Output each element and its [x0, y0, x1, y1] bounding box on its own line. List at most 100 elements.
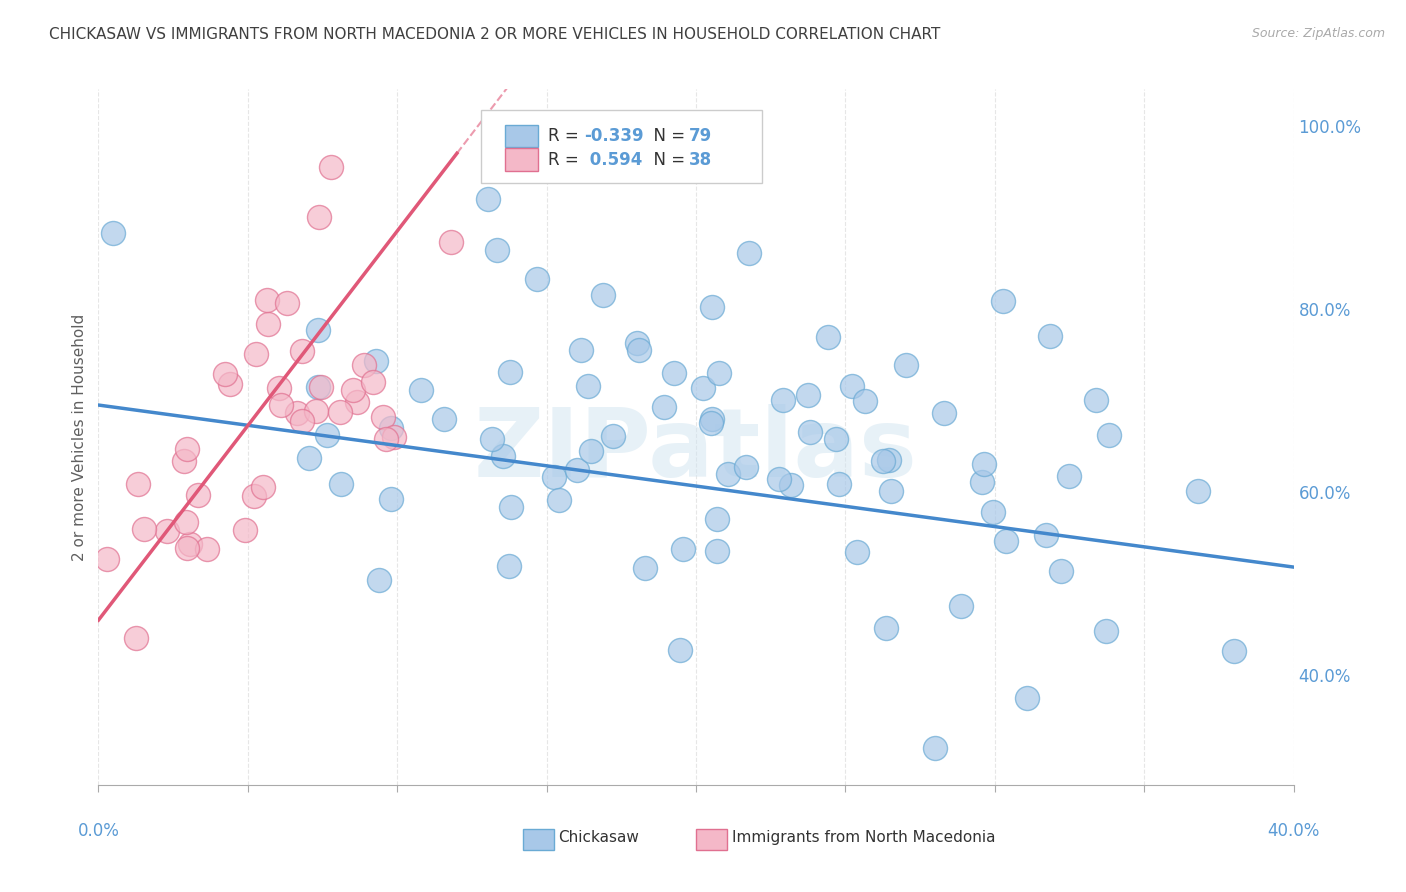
Point	[361, 376, 384, 390]
Point	[179, 537, 201, 551]
Point	[706, 512, 728, 526]
Point	[950, 599, 973, 613]
Point	[1057, 469, 1080, 483]
Point	[700, 416, 723, 430]
Point	[634, 561, 657, 575]
Point	[700, 300, 723, 314]
Point	[841, 378, 863, 392]
Point	[498, 559, 520, 574]
Point	[307, 323, 329, 337]
Point	[780, 478, 803, 492]
Point	[768, 472, 790, 486]
Point	[342, 383, 364, 397]
Point	[173, 453, 195, 467]
Point	[298, 450, 321, 465]
Point	[1098, 427, 1121, 442]
Point	[132, 522, 155, 536]
Point	[285, 406, 308, 420]
Point	[543, 470, 565, 484]
Point	[257, 318, 280, 332]
Point	[176, 442, 198, 456]
Point	[309, 380, 332, 394]
Point	[256, 293, 278, 308]
FancyBboxPatch shape	[481, 110, 762, 183]
Point	[433, 412, 456, 426]
Point	[1049, 564, 1071, 578]
Point	[706, 544, 728, 558]
Point	[877, 453, 900, 467]
Point	[626, 336, 648, 351]
Point	[270, 398, 292, 412]
Point	[174, 515, 197, 529]
Point	[156, 524, 179, 538]
FancyBboxPatch shape	[696, 829, 727, 850]
Point	[321, 160, 343, 174]
Point	[579, 443, 602, 458]
Point	[825, 432, 848, 446]
Point	[548, 493, 571, 508]
Point	[995, 534, 1018, 549]
Point	[565, 463, 588, 477]
Text: 40.0%: 40.0%	[1267, 822, 1320, 839]
FancyBboxPatch shape	[523, 829, 554, 850]
Point	[485, 243, 508, 257]
Point	[526, 272, 548, 286]
Point	[799, 425, 821, 440]
Point	[716, 467, 738, 482]
Y-axis label: 2 or more Vehicles in Household: 2 or more Vehicles in Household	[72, 313, 87, 561]
Point	[481, 432, 503, 446]
Point	[875, 621, 897, 635]
Point	[373, 409, 395, 424]
Point	[218, 376, 240, 391]
Point	[662, 366, 685, 380]
Text: N =: N =	[644, 127, 690, 145]
Point	[1187, 484, 1209, 499]
Point	[924, 741, 946, 756]
Point	[96, 552, 118, 566]
Point	[569, 343, 592, 358]
Point	[267, 381, 290, 395]
Point	[894, 358, 917, 372]
Point	[1223, 643, 1246, 657]
Text: ZIPatlas: ZIPatlas	[474, 404, 918, 498]
Point	[934, 406, 956, 420]
Point	[440, 235, 463, 250]
Point	[668, 642, 690, 657]
Point	[1039, 329, 1062, 343]
Point	[602, 429, 624, 443]
Point	[872, 453, 894, 467]
Text: -0.339: -0.339	[583, 127, 644, 145]
Point	[245, 347, 267, 361]
Point	[981, 505, 1004, 519]
Point	[329, 405, 352, 419]
Text: CHICKASAW VS IMMIGRANTS FROM NORTH MACEDONIA 2 OR MORE VEHICLES IN HOUSEHOLD COR: CHICKASAW VS IMMIGRANTS FROM NORTH MACED…	[49, 27, 941, 42]
Point	[125, 632, 148, 646]
Point	[772, 393, 794, 408]
Point	[307, 380, 329, 394]
Text: R =: R =	[548, 127, 583, 145]
Point	[735, 459, 758, 474]
Point	[576, 379, 599, 393]
Text: Source: ZipAtlas.com: Source: ZipAtlas.com	[1251, 27, 1385, 40]
Point	[187, 488, 209, 502]
Point	[368, 573, 391, 587]
Point	[214, 367, 236, 381]
Point	[972, 475, 994, 489]
Point	[382, 430, 405, 444]
Text: 0.594: 0.594	[583, 151, 643, 169]
Point	[380, 491, 402, 506]
Point	[127, 477, 149, 491]
Point	[252, 480, 274, 494]
Point	[1035, 528, 1057, 542]
Point	[709, 366, 731, 380]
Point	[103, 227, 125, 241]
Point	[692, 381, 714, 395]
Point	[276, 296, 298, 310]
Point	[627, 343, 650, 357]
Point	[375, 432, 398, 446]
FancyBboxPatch shape	[505, 148, 538, 170]
Point	[364, 353, 387, 368]
Point	[1095, 624, 1118, 638]
Text: Chickasaw: Chickasaw	[558, 830, 640, 845]
Point	[233, 524, 256, 538]
